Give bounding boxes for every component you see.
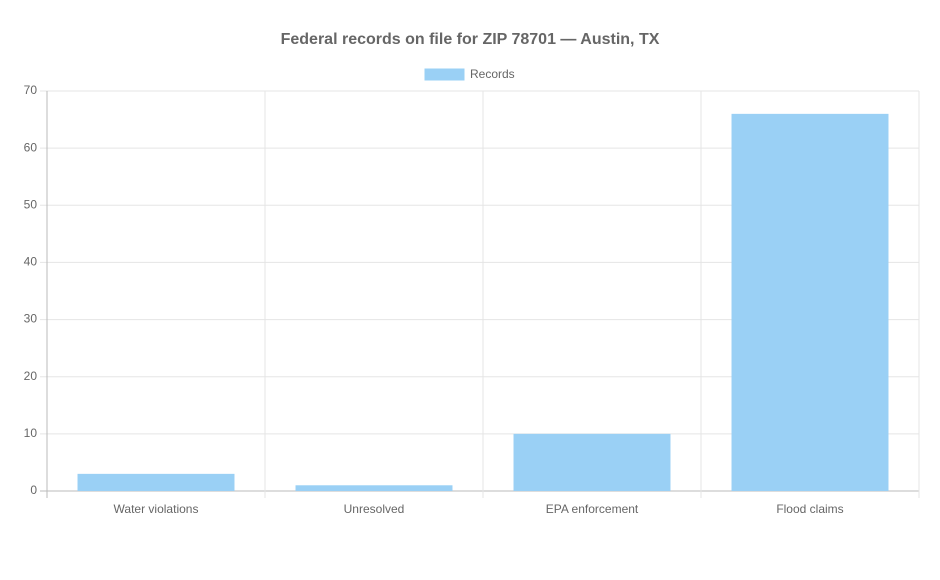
x-tick-label: Unresolved bbox=[344, 502, 405, 516]
chart-title: Federal records on file for ZIP 78701 — … bbox=[281, 31, 660, 48]
x-tick-label: Flood claims bbox=[776, 502, 843, 516]
y-tick-label: 60 bbox=[24, 140, 38, 154]
legend-swatch bbox=[424, 68, 465, 81]
legend-label: Records bbox=[470, 67, 515, 81]
y-tick-label: 10 bbox=[24, 426, 38, 440]
y-tick-label: 20 bbox=[24, 369, 38, 383]
x-tick-label: EPA enforcement bbox=[546, 502, 639, 516]
y-tick-label: 40 bbox=[24, 255, 38, 269]
y-tick-label: 0 bbox=[30, 483, 37, 497]
y-tick-label: 50 bbox=[24, 197, 38, 211]
bar bbox=[295, 485, 453, 491]
y-tick-label: 30 bbox=[24, 312, 38, 326]
x-tick-label: Water violations bbox=[114, 502, 199, 516]
bar bbox=[513, 433, 671, 491]
y-tick-label: 70 bbox=[24, 83, 38, 97]
bar bbox=[731, 113, 889, 491]
bar bbox=[77, 473, 235, 491]
